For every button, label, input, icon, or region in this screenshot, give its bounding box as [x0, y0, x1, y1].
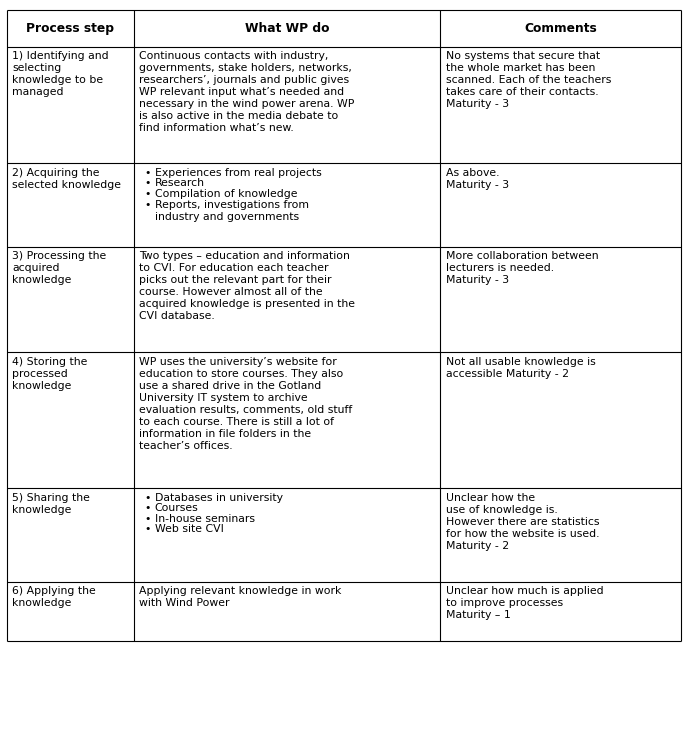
Text: 2) Acquiring the
selected knowledge: 2) Acquiring the selected knowledge: [12, 168, 121, 190]
Text: 4) Storing the
processed
knowledge: 4) Storing the processed knowledge: [12, 357, 88, 391]
Text: Continuous contacts with industry,
governments, stake holders, networks,
researc: Continuous contacts with industry, gover…: [140, 51, 355, 133]
Text: Comments: Comments: [524, 22, 597, 35]
Text: •: •: [144, 178, 151, 189]
Text: •: •: [144, 513, 151, 524]
Text: •: •: [144, 168, 151, 178]
Text: Process step: Process step: [26, 22, 114, 35]
Text: More collaboration between
lecturers is needed.
Maturity - 3: More collaboration between lecturers is …: [446, 251, 598, 285]
Text: •: •: [144, 503, 151, 513]
Text: No systems that secure that
the whole market has been
scanned. Each of the teach: No systems that secure that the whole ma…: [446, 51, 611, 109]
Text: Not all usable knowledge is
accessible Maturity - 2: Not all usable knowledge is accessible M…: [446, 357, 595, 379]
Text: 1) Identifying and
selecting
knowledge to be
managed: 1) Identifying and selecting knowledge t…: [12, 51, 109, 97]
Text: 3) Processing the
acquired
knowledge: 3) Processing the acquired knowledge: [12, 251, 107, 285]
Text: In-house seminars: In-house seminars: [155, 513, 255, 524]
Text: Databases in university: Databases in university: [155, 493, 283, 502]
Text: Courses: Courses: [155, 503, 199, 513]
Text: •: •: [144, 189, 151, 199]
Text: Compilation of knowledge: Compilation of knowledge: [155, 189, 297, 199]
Text: As above.
Maturity - 3: As above. Maturity - 3: [446, 168, 508, 190]
Text: WP uses the university’s website for
education to store courses. They also
use a: WP uses the university’s website for edu…: [140, 357, 353, 451]
Text: Experiences from real projects: Experiences from real projects: [155, 168, 321, 178]
Text: •: •: [144, 525, 151, 534]
Text: Unclear how the
use of knowledge is.
However there are statistics
for how the we: Unclear how the use of knowledge is. How…: [446, 493, 599, 551]
Text: Two types – education and information
to CVI. For education each teacher
picks o: Two types – education and information to…: [140, 251, 356, 321]
Text: 6) Applying the
knowledge: 6) Applying the knowledge: [12, 586, 96, 609]
Text: Reports, investigations from
industry and governments: Reports, investigations from industry an…: [155, 200, 309, 221]
Text: Web site CVI: Web site CVI: [155, 525, 224, 534]
Text: Unclear how much is applied
to improve processes
Maturity – 1: Unclear how much is applied to improve p…: [446, 586, 603, 620]
Text: Research: Research: [155, 178, 205, 189]
Text: •: •: [144, 493, 151, 502]
Text: Applying relevant knowledge in work
with Wind Power: Applying relevant knowledge in work with…: [140, 586, 342, 609]
Text: •: •: [144, 200, 151, 210]
Text: What WP do: What WP do: [245, 22, 330, 35]
Text: 5) Sharing the
knowledge: 5) Sharing the knowledge: [12, 493, 90, 515]
